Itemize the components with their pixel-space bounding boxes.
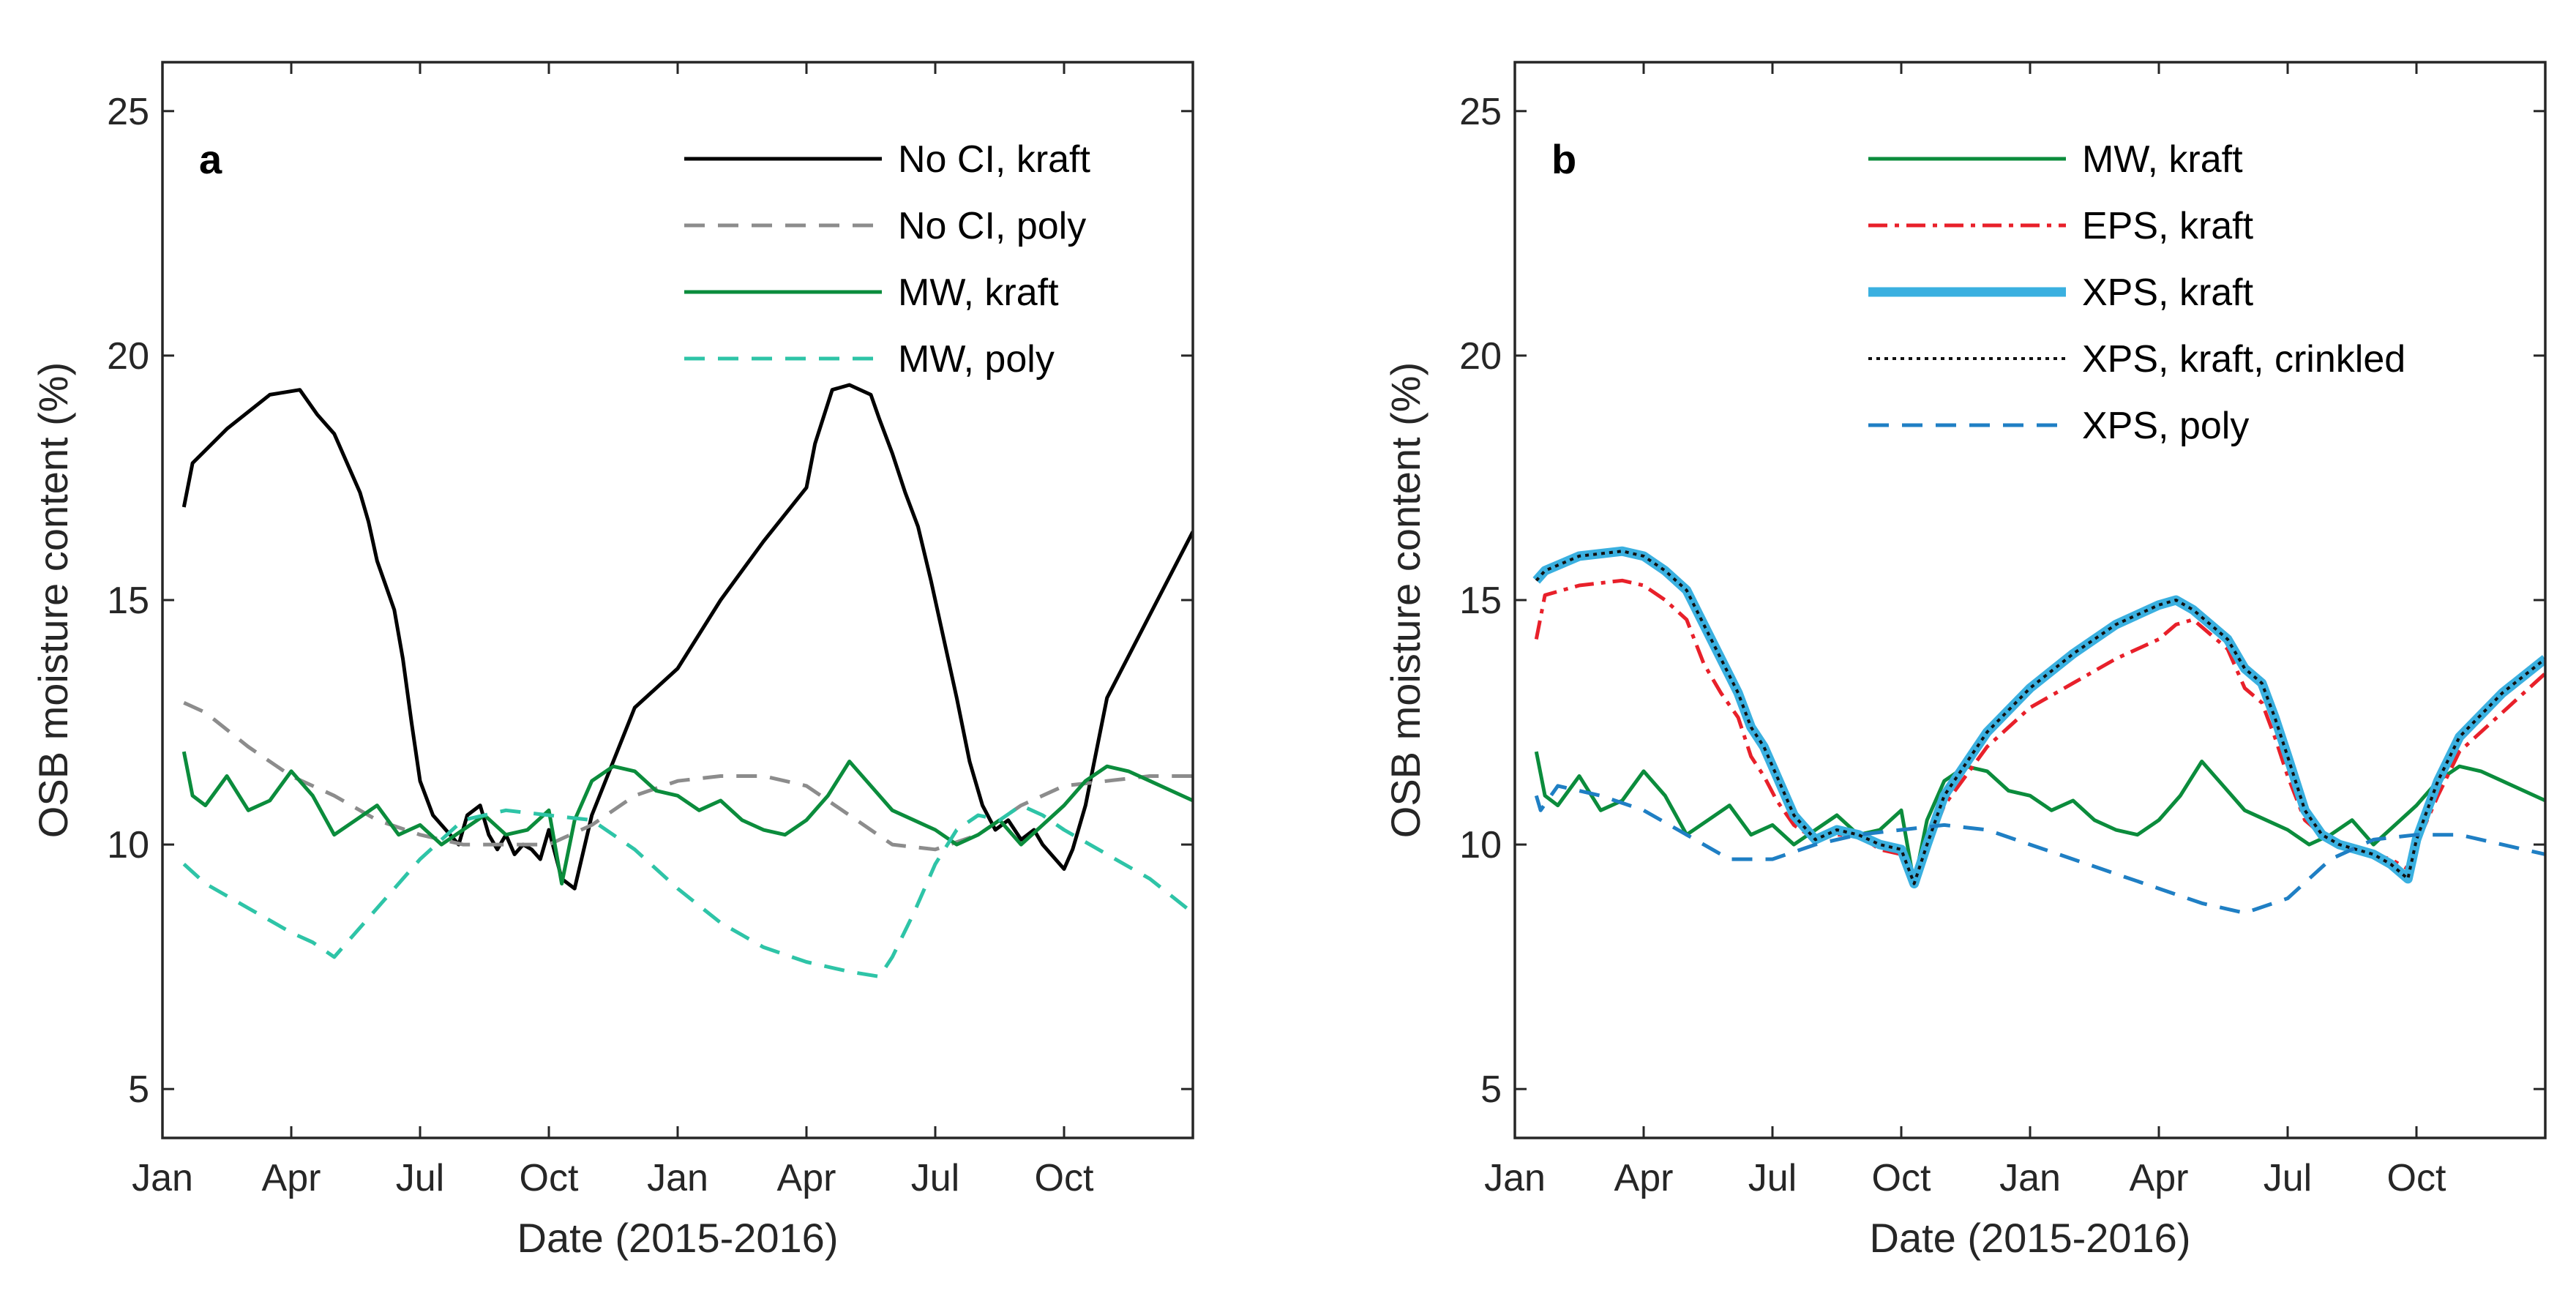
legend-label: MW, kraft	[898, 271, 1059, 314]
x-tick-label: Oct	[2387, 1157, 2446, 1199]
series-group	[1532, 546, 2545, 915]
series-line-no-ci-poly	[183, 701, 1193, 852]
panel-label: b	[1551, 136, 1576, 182]
x-tick-label: Jan	[132, 1157, 193, 1199]
y-tick-label: 25	[1459, 91, 1502, 133]
panel-b: 5 10 15 20 25 Jan Apr Jul Oct Jan Apr Jul Oct Date (2…	[1382, 61, 2547, 1261]
x-tick-label: Oct	[1872, 1157, 1931, 1199]
y-tick-label: 10	[107, 824, 149, 866]
series-line-xps-poly	[1534, 784, 2545, 915]
y-tick-label: 5	[128, 1068, 149, 1111]
x-tick-label: Jul	[1748, 1157, 1797, 1199]
legend-label: XPS, poly	[2082, 405, 2249, 447]
x-tick-label: Apr	[2130, 1157, 2189, 1199]
panel-label: a	[199, 136, 222, 182]
legend: MW, kraft EPS, kraft XPS, kraft XPS, kraft,…	[1868, 138, 2405, 447]
series-line-mw-poly	[182, 804, 1193, 978]
y-tick-label: 15	[1459, 580, 1502, 622]
legend-label: XPS, kraft	[2082, 271, 2254, 314]
y-tick-label: 10	[1459, 824, 1502, 866]
legend-label: MW, poly	[898, 338, 1055, 381]
series-line-xps-kraft-crinkled	[1535, 550, 2545, 885]
panel-a: 5 10 15 20 25 Jan Apr Jul Oct Jan Apr Jul Oct Date (2…	[30, 61, 1194, 1261]
x-tick-label: Jul	[911, 1157, 959, 1199]
x-tick-label: Jul	[2264, 1157, 2312, 1199]
x-tick-label: Jul	[396, 1157, 444, 1199]
y-tick-label: 20	[107, 335, 149, 378]
legend-label: No CI, kraft	[898, 138, 1090, 181]
y-tick-label: 5	[1480, 1068, 1502, 1111]
x-tick-label: Apr	[262, 1157, 321, 1199]
legend-label: XPS, kraft, crinkled	[2082, 338, 2405, 381]
x-axis-title: Date (2015-2016)	[1870, 1215, 2191, 1261]
x-tick-label: Apr	[777, 1157, 836, 1199]
series-group	[181, 383, 1193, 978]
series-line-no-ci-kraft	[181, 383, 1193, 891]
series-line-mw-kraft	[181, 751, 1193, 885]
x-axis-title: Date (2015-2016)	[517, 1215, 839, 1261]
x-tick-label: Jan	[647, 1157, 708, 1199]
y-tick-label: 25	[107, 91, 149, 133]
legend-label: EPS, kraft	[2082, 205, 2254, 247]
y-tick-label: 15	[107, 580, 149, 622]
legend: No CI, kraft No CI, poly MW, kraft MW, poly	[684, 138, 1090, 381]
y-tick-label: 20	[1459, 335, 1502, 378]
y-axis-title: OSB moisture content (%)	[30, 362, 76, 838]
x-tick-label: Oct	[520, 1157, 579, 1199]
x-tick-label: Oct	[1035, 1157, 1094, 1199]
y-axis-title: OSB moisture content (%)	[1382, 362, 1429, 838]
legend-label: MW, kraft	[2082, 138, 2243, 181]
x-tick-label: Apr	[1614, 1157, 1674, 1199]
legend-label: No CI, poly	[898, 205, 1086, 247]
series-line-eps-kraft	[1534, 578, 2545, 885]
x-tick-label: Jan	[1484, 1157, 1546, 1199]
x-tick-label: Jan	[1999, 1157, 2061, 1199]
